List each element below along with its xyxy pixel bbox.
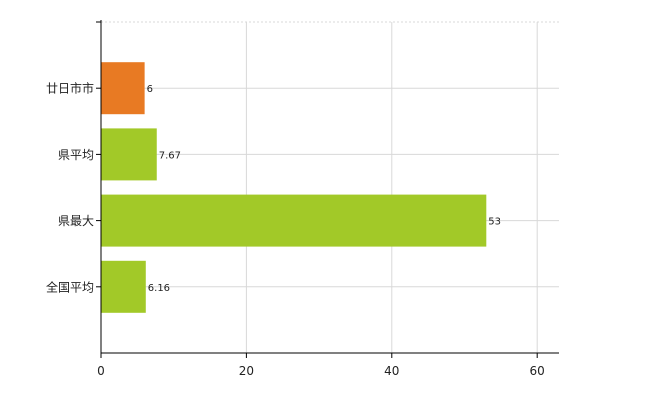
bar: [101, 260, 146, 313]
category-label: 県平均: [58, 148, 94, 162]
x-tick-label: 40: [384, 364, 399, 378]
category-label: 全国平均: [46, 279, 94, 294]
data-label: 53: [488, 217, 501, 228]
bars: [101, 62, 487, 313]
x-tick-label: 20: [239, 364, 254, 378]
data-label: 6: [147, 84, 153, 95]
grid-lines: [101, 21, 559, 353]
bar: [101, 194, 487, 247]
category-label: 廿日市市: [46, 81, 94, 96]
x-tick-labels: 0 20 40 60: [97, 364, 545, 378]
bar: [101, 128, 157, 181]
data-label: 6.16: [148, 283, 170, 294]
x-tick-label: 0: [97, 364, 105, 378]
data-labels: 6 7.67 53 6.16: [147, 84, 501, 294]
axes: [96, 20, 559, 358]
data-label: 7.67: [159, 150, 181, 161]
x-tick-label: 60: [530, 364, 545, 378]
bar: [101, 62, 145, 115]
category-label: 県最大: [58, 214, 94, 228]
